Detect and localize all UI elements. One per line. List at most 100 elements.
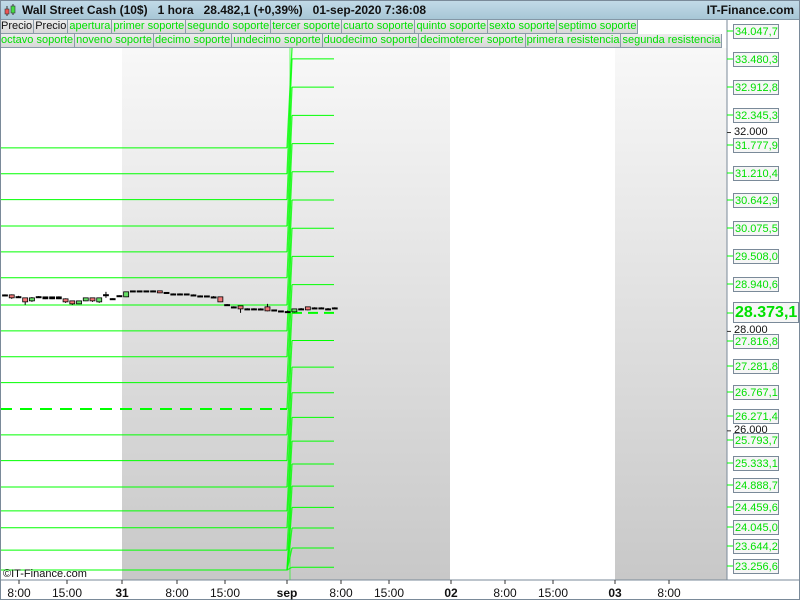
candle: [55, 296, 62, 300]
legend-item[interactable]: primera resistencia: [525, 34, 622, 48]
candle-body: [264, 306, 271, 312]
candle-body: [42, 296, 49, 300]
level-price-label: 25.793,7: [733, 433, 779, 448]
candle-body: [96, 297, 103, 303]
candle: [325, 308, 331, 311]
candle: [15, 295, 22, 299]
candle-body: [244, 308, 251, 311]
candle: [96, 297, 103, 303]
candle: [264, 303, 271, 312]
candle-body: [129, 290, 136, 293]
candle: [257, 308, 264, 311]
candle: [8, 294, 15, 299]
candle-body: [82, 297, 89, 302]
candle: [136, 290, 143, 293]
candle-body: [62, 298, 69, 303]
legend-row-1: Precio Precio apertura primer soporte segund…: [0, 20, 656, 34]
candle: [237, 305, 244, 313]
candle-body: [143, 290, 150, 293]
candle-body: [183, 293, 190, 296]
candle-body: [210, 296, 217, 299]
level-price-label: 26.767,1: [733, 385, 779, 400]
legend-item[interactable]: segundo soporte: [186, 20, 272, 34]
candle: [150, 290, 156, 293]
legend-item[interactable]: octavo soporte: [0, 34, 76, 48]
candle: [291, 308, 298, 313]
legend-item[interactable]: tercer soporte: [271, 20, 343, 34]
brand-label: IT-Finance.com: [706, 3, 794, 17]
candle: [190, 294, 197, 297]
candle: [271, 309, 278, 312]
candle: [177, 293, 183, 296]
candle-body: [271, 309, 278, 312]
candle: [304, 306, 311, 311]
legend-item[interactable]: quinto soporte: [415, 20, 489, 34]
x-tick-label: 15:00: [51, 586, 83, 600]
legend-item[interactable]: primer soporte: [112, 20, 187, 34]
candle: [210, 296, 217, 299]
candle: [197, 295, 204, 298]
level-price-label: 24.888,7: [733, 478, 779, 493]
candle-body: [76, 300, 82, 305]
candle-body: [22, 297, 29, 303]
legend-item[interactable]: Precio: [0, 20, 35, 34]
candle-body: [291, 308, 298, 313]
level-price-label: 33.480,3: [733, 52, 779, 67]
x-tick-label: 8:00: [657, 586, 681, 600]
chart-title: Wall Street Cash (10$) 1 hora 28.482,1 (…: [22, 3, 427, 17]
legend-row-2: octavo soporte noveno soporte decimo sopor…: [0, 34, 727, 48]
legend-item[interactable]: apertura: [68, 20, 113, 34]
legend-item[interactable]: sexto soporte: [488, 20, 558, 34]
candle: [143, 290, 150, 293]
legend-item[interactable]: segunda resistencia: [621, 34, 723, 48]
x-tick-label: 31: [115, 586, 129, 600]
candle-body: [237, 305, 244, 310]
candle: [89, 297, 96, 302]
candle-body: [325, 308, 331, 311]
y-tick-label: 32.000: [734, 125, 768, 138]
legend-item[interactable]: duodecimo soporte: [322, 34, 420, 48]
candle: [42, 296, 49, 300]
candle: [156, 290, 163, 294]
candle-body: [251, 308, 257, 311]
candle-body: [257, 308, 264, 311]
candle: [129, 290, 136, 293]
candle: [170, 293, 177, 296]
level-price-label: 23.256,6: [733, 559, 779, 574]
legend-item[interactable]: decimotercer soporte: [419, 34, 526, 48]
candlestick-logo-icon: [4, 4, 16, 16]
candle-body: [197, 295, 204, 298]
legend-item[interactable]: undecimo soporte: [232, 34, 323, 48]
candle-body: [35, 296, 42, 299]
candle: [62, 298, 69, 303]
candle: [278, 310, 284, 313]
level-price-label: 26.271,4: [733, 409, 779, 424]
candle-body: [150, 290, 156, 293]
level-price-label: 30.642,9: [733, 193, 779, 208]
candle-body: [230, 306, 237, 309]
x-tick-label: 15:00: [537, 586, 569, 600]
legend-item[interactable]: noveno soporte: [75, 34, 154, 48]
legend-item[interactable]: cuarto soporte: [342, 20, 416, 34]
candle-body: [318, 307, 325, 310]
candle: [82, 297, 89, 302]
x-tick-label: 8:00: [329, 586, 353, 600]
candle-body: [8, 294, 15, 299]
last-price-label: 28.373,1: [733, 302, 799, 323]
candle: [76, 300, 82, 305]
y-tick-label: 28.000: [734, 324, 768, 337]
candle: [103, 291, 109, 298]
candle-body: [109, 298, 116, 301]
legend-item[interactable]: septimo soporte: [557, 20, 639, 34]
legend-item[interactable]: decimo soporte: [154, 34, 233, 48]
candle-body: [15, 296, 22, 299]
candle-body: [190, 294, 197, 297]
candle-body: [123, 291, 130, 298]
candle-body: [163, 291, 170, 294]
x-tick-label: 15:00: [373, 586, 405, 600]
candle-body: [69, 300, 76, 305]
candle-body: [29, 297, 35, 302]
legend-item[interactable]: Precio: [34, 20, 69, 34]
candle: [183, 293, 190, 296]
